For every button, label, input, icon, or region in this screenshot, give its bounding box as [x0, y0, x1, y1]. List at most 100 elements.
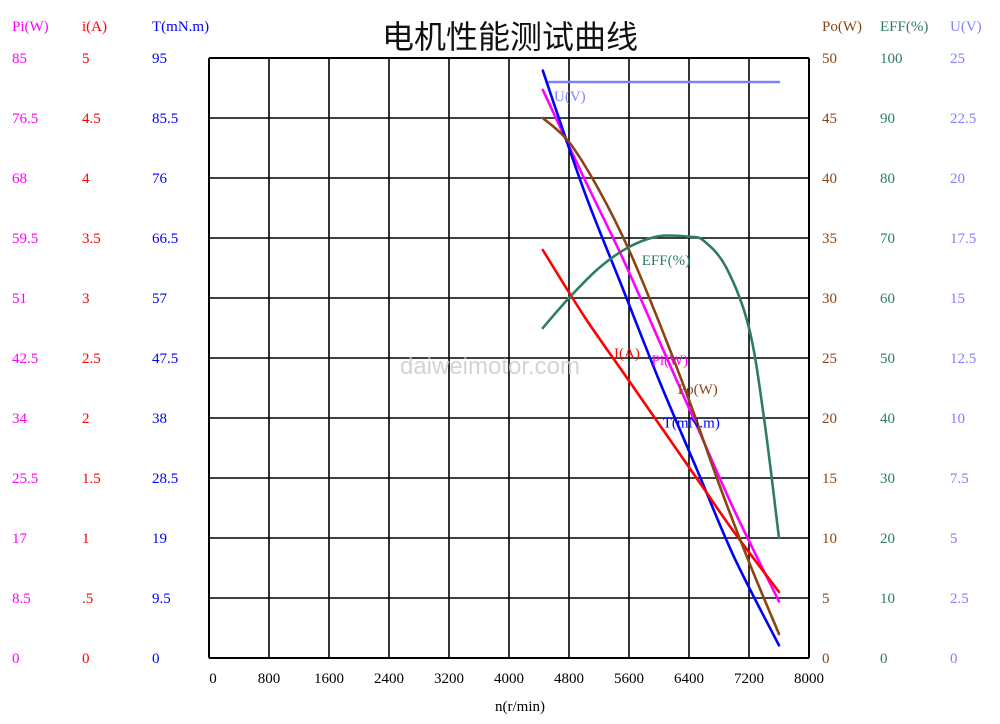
- y-tick-label-i: 0: [82, 651, 90, 667]
- y-tick-label-u: 7.5: [950, 471, 969, 487]
- y-tick-label-u: 10: [950, 411, 965, 427]
- x-tick-label: 8000: [794, 671, 824, 687]
- series-label: EFF(%): [642, 253, 690, 269]
- y-tick-label-eff: 90: [880, 111, 895, 127]
- x-tick-label: 800: [258, 671, 281, 687]
- series-line-piw: [541, 88, 781, 603]
- y-tick-label-pi: 17: [12, 531, 28, 547]
- y-tick-label-eff: 80: [880, 171, 895, 187]
- y-tick-label-t: 9.5: [152, 591, 171, 607]
- y-tick-label-t: 0: [152, 651, 160, 667]
- y-tick-label-t: 38: [152, 411, 167, 427]
- y-tick-label-po: 25: [822, 351, 837, 367]
- y-axis-eff: EFF(%) 0 10 20 30 40 50 60 70 80 90 100: [880, 19, 928, 667]
- y-tick-label-i: 1.5: [82, 471, 101, 487]
- y-tick-label-eff: 50: [880, 351, 895, 367]
- y-tick-label-pi: 8.5: [12, 591, 31, 607]
- y-tick-label-u: 20: [950, 171, 965, 187]
- x-axis-label: n(r/min): [495, 699, 545, 715]
- x-tick-label: 0: [209, 671, 217, 687]
- x-tick-label: 2400: [374, 671, 404, 687]
- y-tick-label-i: 2.5: [82, 351, 101, 367]
- y-tick-label-i: 4.5: [82, 111, 101, 127]
- series-label: Pi(W): [652, 353, 689, 369]
- y-axis-title-u: U(V): [950, 19, 982, 35]
- y-axis-t: T(mN.m) 0 9.5 19 28.5 38 47.5 57 66.5 76 85.5 95: [152, 19, 209, 667]
- x-tick-label: 4800: [554, 671, 584, 687]
- x-tick-label: 6400: [674, 671, 704, 687]
- y-tick-label-t: 19: [152, 531, 167, 547]
- y-tick-label-t: 66.5: [152, 231, 178, 247]
- series-label: U(V): [554, 89, 586, 105]
- y-tick-label-eff: 60: [880, 291, 895, 307]
- series-line-pow: [541, 116, 781, 636]
- chart-title: 电机性能测试曲线: [382, 18, 638, 56]
- series-label: I(A): [614, 346, 640, 362]
- y-tick-label-u: 25: [950, 51, 965, 67]
- y-tick-label-po: 10: [822, 531, 837, 547]
- y-tick-label-t: 85.5: [152, 111, 178, 127]
- series-line-eff: [541, 234, 781, 540]
- y-axis-title-eff: EFF(%): [880, 19, 928, 35]
- x-tick-label: 3200: [434, 671, 464, 687]
- y-tick-label-i: .5: [82, 591, 93, 607]
- y-tick-label-u: 17.5: [950, 231, 976, 247]
- y-tick-label-eff: 10: [880, 591, 895, 607]
- y-tick-label-pi: 34: [12, 411, 28, 427]
- y-tick-label-pi: 25.5: [12, 471, 38, 487]
- y-tick-label-pi: 68: [12, 171, 27, 187]
- y-tick-label-po: 5: [822, 591, 830, 607]
- x-tick-label: 7200: [734, 671, 764, 687]
- axes: Pi(W)08.51725.53442.55159.56876.585i(A)0…: [12, 19, 982, 687]
- y-tick-label-i: 1: [82, 531, 90, 547]
- y-tick-label-pi: 85: [12, 51, 27, 67]
- y-tick-label-eff: 40: [880, 411, 895, 427]
- y-tick-label-eff: 100: [880, 51, 903, 67]
- y-tick-label-u: 5: [950, 531, 958, 547]
- y-tick-label-po: 0: [822, 651, 830, 667]
- y-tick-label-pi: 59.5: [12, 231, 38, 247]
- y-tick-label-eff: 20: [880, 531, 895, 547]
- y-tick-label-t: 57: [152, 291, 168, 307]
- y-tick-label-t: 28.5: [152, 471, 178, 487]
- y-tick-label-po: 40: [822, 171, 837, 187]
- y-tick-label-po: 35: [822, 231, 837, 247]
- y-tick-label-pi: 42.5: [12, 351, 38, 367]
- y-tick-label-u: 12.5: [950, 351, 976, 367]
- y-tick-label-i: 2: [82, 411, 90, 427]
- series-line-tmnm: [541, 69, 781, 647]
- y-axis-pi: Pi(W) 0 8.5 17 25.5 34 42.5 51 59.5 68 76.5 85: [12, 19, 49, 667]
- y-tick-label-po: 30: [822, 291, 837, 307]
- x-axis: 0 800 1600 2400 3200 4000 4800 5600 6400 7200 8000: [209, 671, 824, 687]
- series-label: Po(W): [678, 382, 718, 398]
- y-tick-label-i: 5: [82, 51, 90, 67]
- y-axis-u: U(V) 0 2.5 5 7.5 10 12.5 15 17.5 20 22.5 25: [950, 19, 982, 667]
- y-tick-label-pi: 0: [12, 651, 20, 667]
- y-axis-title-t: T(mN.m): [152, 19, 209, 35]
- y-tick-label-i: 4: [82, 171, 90, 187]
- x-tick-label: 5600: [614, 671, 644, 687]
- y-tick-label-i: 3.5: [82, 231, 101, 247]
- y-tick-label-pi: 76.5: [12, 111, 38, 127]
- y-tick-label-eff: 30: [880, 471, 895, 487]
- y-tick-label-eff: 70: [880, 231, 895, 247]
- y-axis-title-pi: Pi(W): [12, 19, 49, 35]
- y-tick-label-po: 20: [822, 411, 837, 427]
- y-tick-label-po: 50: [822, 51, 837, 67]
- y-tick-label-t: 95: [152, 51, 167, 67]
- y-tick-label-u: 0: [950, 651, 958, 667]
- y-axis-title-i: i(A): [82, 19, 107, 35]
- series-line-ia: [541, 248, 781, 594]
- y-axis-po: Po(W) 0 5 10 15 20 25 30 35 40 45 50: [822, 19, 862, 667]
- grid: [208, 57, 810, 659]
- y-tick-label-u: 15: [950, 291, 965, 307]
- x-tick-label: 4000: [494, 671, 524, 687]
- series-labels: U(V) EFF(%) I(A) Pi(W) Po(W) T(mN.m): [554, 89, 720, 431]
- y-tick-label-u: 22.5: [950, 111, 976, 127]
- y-tick-label-po: 45: [822, 111, 837, 127]
- watermark-text: daiweimotor.com: [400, 353, 580, 380]
- y-axis-title-po: Po(W): [822, 19, 862, 35]
- y-tick-label-pi: 51: [12, 291, 27, 307]
- y-tick-label-i: 3: [82, 291, 90, 307]
